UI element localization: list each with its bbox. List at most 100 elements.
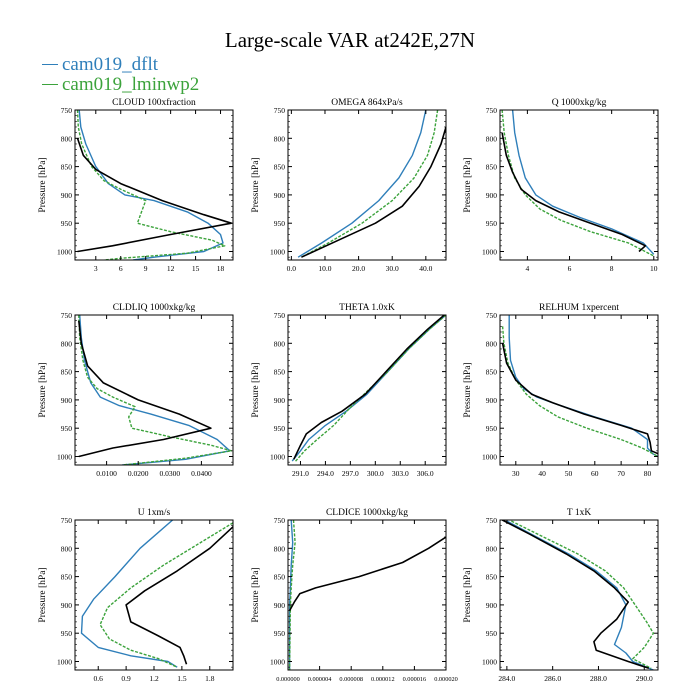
y-tick-label: 900 — [274, 396, 286, 405]
panel-title: CLDLIQ 1000xkg/kg — [113, 303, 196, 313]
x-tick-label: 284.0 — [498, 674, 515, 683]
panel-title: U 1xm/s — [138, 508, 171, 518]
x-tick-label: 3 — [94, 264, 98, 273]
y-tick-label: 1000 — [482, 658, 497, 667]
x-tick-label: 6 — [119, 264, 123, 273]
y-tick-label: 750 — [486, 516, 498, 525]
y-axis-label: Pressure [hPa] — [38, 157, 48, 212]
y-tick-label: 850 — [61, 163, 73, 172]
y-tick-label: 900 — [486, 396, 498, 405]
x-tick-label: 290.0 — [636, 674, 653, 683]
y-axis-label: Pressure [hPa] — [463, 157, 473, 212]
x-tick-label: 0.6 — [94, 674, 104, 683]
x-tick-label: 0.000016 — [403, 676, 427, 683]
series-line-reference — [501, 520, 650, 670]
y-tick-label: 800 — [274, 339, 286, 348]
legend-label-lminwp2: cam019_lminwp2 — [62, 74, 200, 95]
y-tick-label: 850 — [274, 368, 286, 377]
series-line-cam019_dflt — [291, 315, 446, 462]
y-tick-label: 950 — [486, 219, 498, 228]
y-tick-label: 750 — [61, 516, 73, 525]
panel-title: Q 1000xkg/kg — [552, 98, 607, 108]
legend-swatch-lminwp2 — [42, 84, 58, 86]
x-tick-label: 1.2 — [149, 674, 159, 683]
y-tick-label: 950 — [61, 629, 73, 638]
panel-2: Q 1000xkg/kg Pressure [hPa] 750 800 850 900 95… — [463, 98, 659, 273]
series-line-cam019_dflt — [80, 520, 178, 668]
panel-4: THETA 1.0xK Pressure [hPa] 750 800 850 900 950… — [251, 303, 447, 478]
panel-title: CLOUD 100xfraction — [112, 97, 196, 108]
x-tick-label: 30.0 — [386, 264, 399, 273]
y-tick-label: 850 — [61, 573, 73, 582]
y-tick-label: 850 — [61, 368, 73, 377]
series-line-cam019_lminwp2 — [501, 326, 658, 458]
x-tick-label: 0.000012 — [371, 676, 395, 683]
series-line-reference — [76, 138, 233, 253]
y-tick-label: 800 — [274, 544, 286, 553]
y-tick-label: 800 — [274, 134, 286, 143]
figure-title: Large-scale VAR at242E,27N — [224, 28, 476, 52]
panel-5: RELHUM 1xpercent Pressure [hPa] 750 800 850 9… — [463, 303, 659, 478]
y-axis-label: Pressure [hPa] — [463, 567, 473, 622]
series-line-cam019_dflt — [78, 110, 224, 260]
x-tick-label: 40.0 — [419, 264, 432, 273]
x-tick-label: 0.000000 — [276, 676, 300, 683]
y-tick-label: 1000 — [57, 658, 72, 667]
panel-7: CLDICE 1000xkg/kg Pressure [hPa] 750 800 850… — [251, 508, 458, 683]
y-tick-label: 1000 — [482, 453, 497, 462]
y-tick-label: 800 — [486, 134, 498, 143]
y-tick-label: 750 — [61, 106, 73, 115]
series-line-reference — [125, 526, 233, 665]
y-tick-label: 950 — [486, 629, 498, 638]
plot-frame — [287, 519, 447, 671]
panel-title: THETA 1.0xK — [339, 303, 395, 313]
x-tick-label: 60 — [591, 469, 599, 478]
y-tick-label: 850 — [274, 163, 286, 172]
y-tick-label: 900 — [61, 601, 73, 610]
panel-title: RELHUM 1xpercent — [539, 303, 619, 313]
y-axis-label: Pressure [hPa] — [251, 362, 261, 417]
x-tick-label: 0.000020 — [434, 676, 458, 683]
x-tick-label: 6 — [568, 264, 572, 273]
y-tick-label: 750 — [274, 311, 286, 320]
plot-frame — [287, 109, 447, 261]
series-line-cam019_lminwp2 — [501, 110, 655, 257]
plot-frame — [287, 314, 447, 466]
series-line-cam019_dflt — [79, 315, 231, 465]
x-tick-label: 10 — [650, 264, 658, 273]
x-tick-label: 291.0 — [292, 469, 309, 478]
x-tick-label: 0.0 — [287, 264, 297, 273]
y-tick-label: 950 — [274, 424, 286, 433]
panel-title: T 1xK — [567, 508, 592, 518]
x-tick-label: 297.0 — [342, 469, 359, 478]
y-tick-label: 800 — [61, 134, 73, 143]
y-axis-label: Pressure [hPa] — [38, 567, 48, 622]
x-tick-label: 9 — [144, 264, 148, 273]
panel-0: CLOUD 100xfraction Pressure [hPa] 750 800 85… — [38, 97, 234, 273]
y-tick-label: 950 — [486, 424, 498, 433]
x-tick-label: 18 — [217, 264, 225, 273]
y-tick-label: 750 — [274, 106, 286, 115]
y-tick-label: 800 — [486, 339, 498, 348]
legend-swatch-dflt — [42, 64, 58, 66]
y-tick-label: 950 — [274, 219, 286, 228]
y-tick-label: 1000 — [57, 248, 72, 257]
x-tick-label: 300.0 — [367, 469, 384, 478]
series-line-reference — [301, 126, 446, 258]
series-line-cam019_dflt — [508, 315, 658, 458]
y-tick-label: 850 — [486, 573, 498, 582]
series-line-cam019_dflt — [511, 110, 655, 255]
x-tick-label: 0.000004 — [308, 676, 332, 683]
x-tick-label: 0.0200 — [128, 469, 149, 478]
y-axis-label: Pressure [hPa] — [38, 362, 48, 417]
series-line-reference — [501, 343, 658, 455]
y-tick-label: 750 — [274, 516, 286, 525]
y-axis-label: Pressure [hPa] — [251, 157, 261, 212]
x-tick-label: 10.0 — [318, 264, 331, 273]
x-tick-label: 0.000008 — [339, 676, 363, 683]
x-tick-label: 50 — [565, 469, 573, 478]
y-tick-label: 1000 — [270, 658, 285, 667]
x-tick-label: 0.0300 — [159, 469, 180, 478]
series-line-reference — [78, 320, 212, 458]
